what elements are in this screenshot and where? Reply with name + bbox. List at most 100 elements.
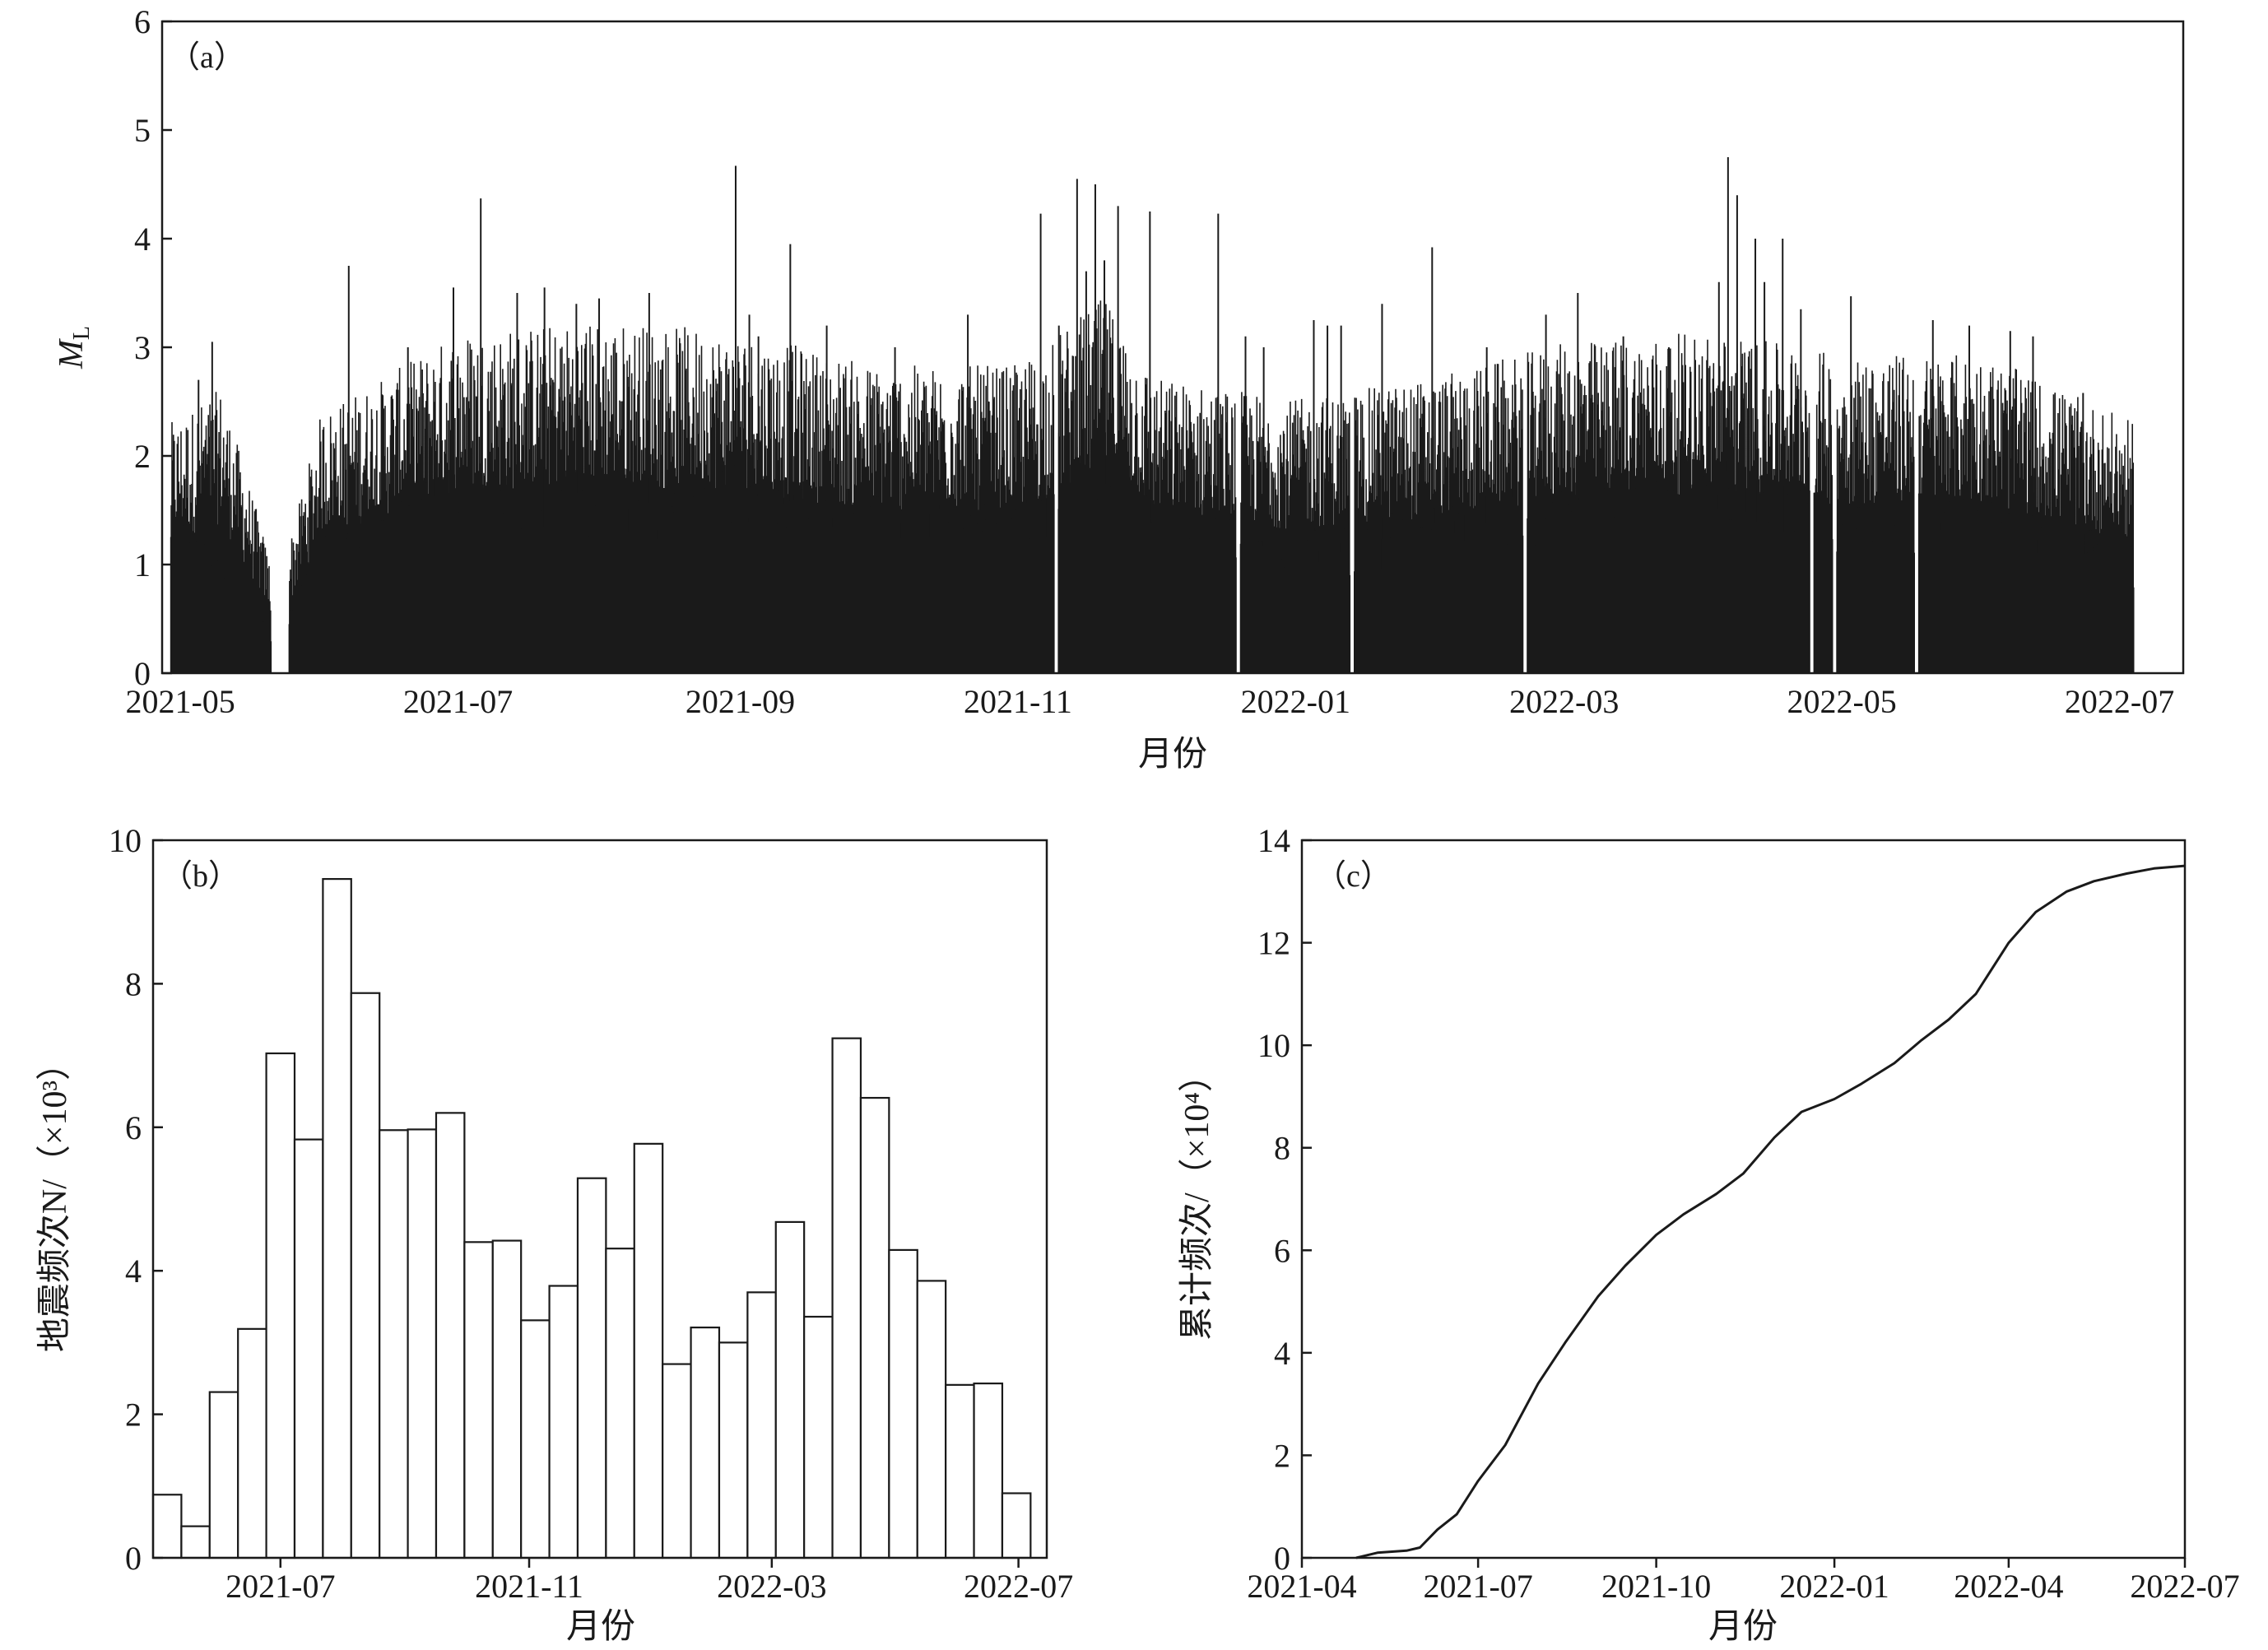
magnitude-spike-series [170, 157, 2135, 673]
y-tick-label: 10 [109, 822, 142, 859]
x-tick: 2022-03 [717, 1558, 827, 1605]
frequency-bar [379, 1129, 409, 1559]
frequency-bar [576, 1177, 607, 1559]
x-tick: 2022-01 [1779, 1558, 1889, 1605]
frequency-bar [435, 1112, 466, 1559]
y-tick: 2 [125, 1397, 163, 1434]
panel-a-magnitude-time: 0 1 2 3 4 5 6 2021-05 2021-07 2021-09 2021-11 2022… [53, 3, 2185, 774]
y-tick-label: 1 [134, 546, 151, 583]
panel-b-frame [151, 839, 1048, 1559]
frequency-bar [350, 992, 381, 1559]
y-tick: 8 [1274, 1130, 1312, 1167]
frequency-bar [774, 1220, 806, 1559]
x-tick-label: 2021-05 [125, 683, 235, 720]
cumulative-line [1355, 864, 2186, 1559]
y-tick-label: 12 [1257, 925, 1290, 962]
y-tick: 3 [134, 329, 172, 366]
frequency-bar [859, 1096, 890, 1559]
x-tick-label: 2022-03 [1509, 683, 1619, 720]
y-tick-label: 6 [1274, 1232, 1290, 1269]
y-tick-label: 2 [134, 438, 151, 475]
x-tick: 2022-07 [2065, 663, 2174, 720]
panel-c-cumulative-frequency: 0 2 4 6 8 10 12 14 2021-04 2021-07 2021-10 2022-01… [1178, 822, 2240, 1646]
panel-b-y-ticks: 0 2 4 6 8 10 [109, 822, 163, 1577]
y-tick: 2 [134, 438, 172, 475]
frequency-bar [803, 1315, 834, 1559]
y-tick-label: 4 [125, 1253, 142, 1290]
panel-a-x-ticks: 2021-05 2021-07 2021-09 2021-11 2022-01 2022-… [125, 663, 2174, 720]
x-tick: 2021-11 [964, 663, 1072, 720]
cumulative-frequency-line [1355, 864, 2186, 1559]
x-tick: 2021-07 [1423, 1558, 1533, 1605]
x-tick-label: 2021-10 [1601, 1568, 1711, 1605]
panel-a-tag: （a） [169, 40, 245, 75]
y-tick: 14 [1257, 822, 1312, 859]
y-tick: 0 [1274, 1540, 1312, 1577]
frequency-bar [633, 1142, 664, 1559]
y-tick: 4 [134, 221, 172, 258]
x-tick: 2021-10 [1601, 1558, 1711, 1605]
y-tick-label: 3 [134, 329, 151, 366]
y-tick-label: 10 [1257, 1027, 1290, 1064]
panel-c-tag: （c） [1315, 859, 1392, 894]
frequency-bars [151, 877, 1032, 1559]
x-tick: 2021-04 [1247, 1558, 1357, 1605]
panel-a-y-axis-label: ML [53, 326, 95, 370]
x-tick: 2022-07 [964, 1558, 1073, 1605]
frequency-bar [548, 1285, 579, 1559]
frequency-bar [916, 1280, 947, 1559]
panel-c-x-ticks: 2021-04 2021-07 2021-10 2022-01 2022-04 2022-… [1247, 1558, 2240, 1605]
y-tick: 4 [125, 1253, 163, 1290]
frequency-bar [208, 1391, 239, 1559]
y-tick-label: 2 [125, 1397, 142, 1434]
y-tick: 10 [109, 822, 163, 859]
y-tick: 2 [1274, 1437, 1312, 1474]
frequency-bar [831, 1037, 862, 1559]
x-tick: 2022-04 [1954, 1558, 2064, 1605]
y-tick-label: 6 [125, 1109, 142, 1146]
panel-b-frequency-histogram: 0 2 4 6 8 10 2021-07 2021-11 2022-03 2022-07 （b）… [36, 822, 1073, 1646]
y-tick: 5 [134, 112, 172, 149]
y-tick: 1 [134, 546, 172, 583]
y-tick-label: 4 [134, 221, 151, 258]
x-tick: 2022-03 [1509, 663, 1619, 720]
x-tick: 2022-01 [1241, 663, 1350, 720]
panel-c-frame [1300, 839, 2187, 1559]
panel-c-y-axis-label: 累计频次/（×10⁴） [1178, 1057, 1216, 1341]
y-tick-label: 14 [1257, 822, 1290, 859]
panel-a-x-axis-label: 月份 [1138, 736, 1207, 774]
frequency-bar [151, 1494, 183, 1559]
y-tick: 8 [125, 965, 163, 1002]
y-tick: 6 [125, 1109, 163, 1146]
x-tick: 2021-05 [125, 663, 235, 720]
x-tick-label: 2021-07 [403, 683, 513, 720]
x-tick-label: 2021-07 [1423, 1568, 1532, 1605]
x-tick-label: 2021-04 [1247, 1568, 1356, 1605]
y-tick: 4 [1274, 1335, 1312, 1372]
y-tick-label: 0 [125, 1540, 142, 1577]
frequency-bar [746, 1291, 777, 1559]
x-tick-label: 2021-09 [686, 683, 795, 720]
x-tick-label: 2021-11 [964, 683, 1072, 720]
frequency-bar [407, 1128, 438, 1559]
panel-a-y-ticks: 0 1 2 3 4 5 6 [134, 3, 172, 692]
y-tick: 0 [134, 655, 172, 692]
panel-c-y-ticks: 0 2 4 6 8 10 12 14 [1257, 822, 1312, 1577]
panel-c-x-axis-label: 月份 [1708, 1608, 1778, 1646]
frequency-bar [1001, 1492, 1032, 1559]
y-tick-label: 4 [1274, 1335, 1290, 1372]
y-tick-label: 5 [134, 112, 151, 149]
frequency-bar [293, 1138, 324, 1559]
x-tick-label: 2022-07 [964, 1568, 1073, 1605]
x-tick: 2022-05 [1787, 663, 1897, 720]
x-tick: 2021-11 [475, 1558, 583, 1605]
frequency-bar [265, 1052, 296, 1559]
y-tick-label: 8 [125, 965, 142, 1002]
x-tick: 2021-09 [686, 663, 795, 720]
y-tick-label: 8 [1274, 1130, 1290, 1167]
panel-b-y-axis-label: 地震频次N/（×10³） [36, 1046, 74, 1352]
x-tick-label: 2021-07 [225, 1568, 335, 1605]
x-tick-label: 2021-11 [475, 1568, 583, 1605]
x-tick: 2021-07 [403, 663, 513, 720]
x-tick-label: 2022-01 [1779, 1568, 1889, 1605]
